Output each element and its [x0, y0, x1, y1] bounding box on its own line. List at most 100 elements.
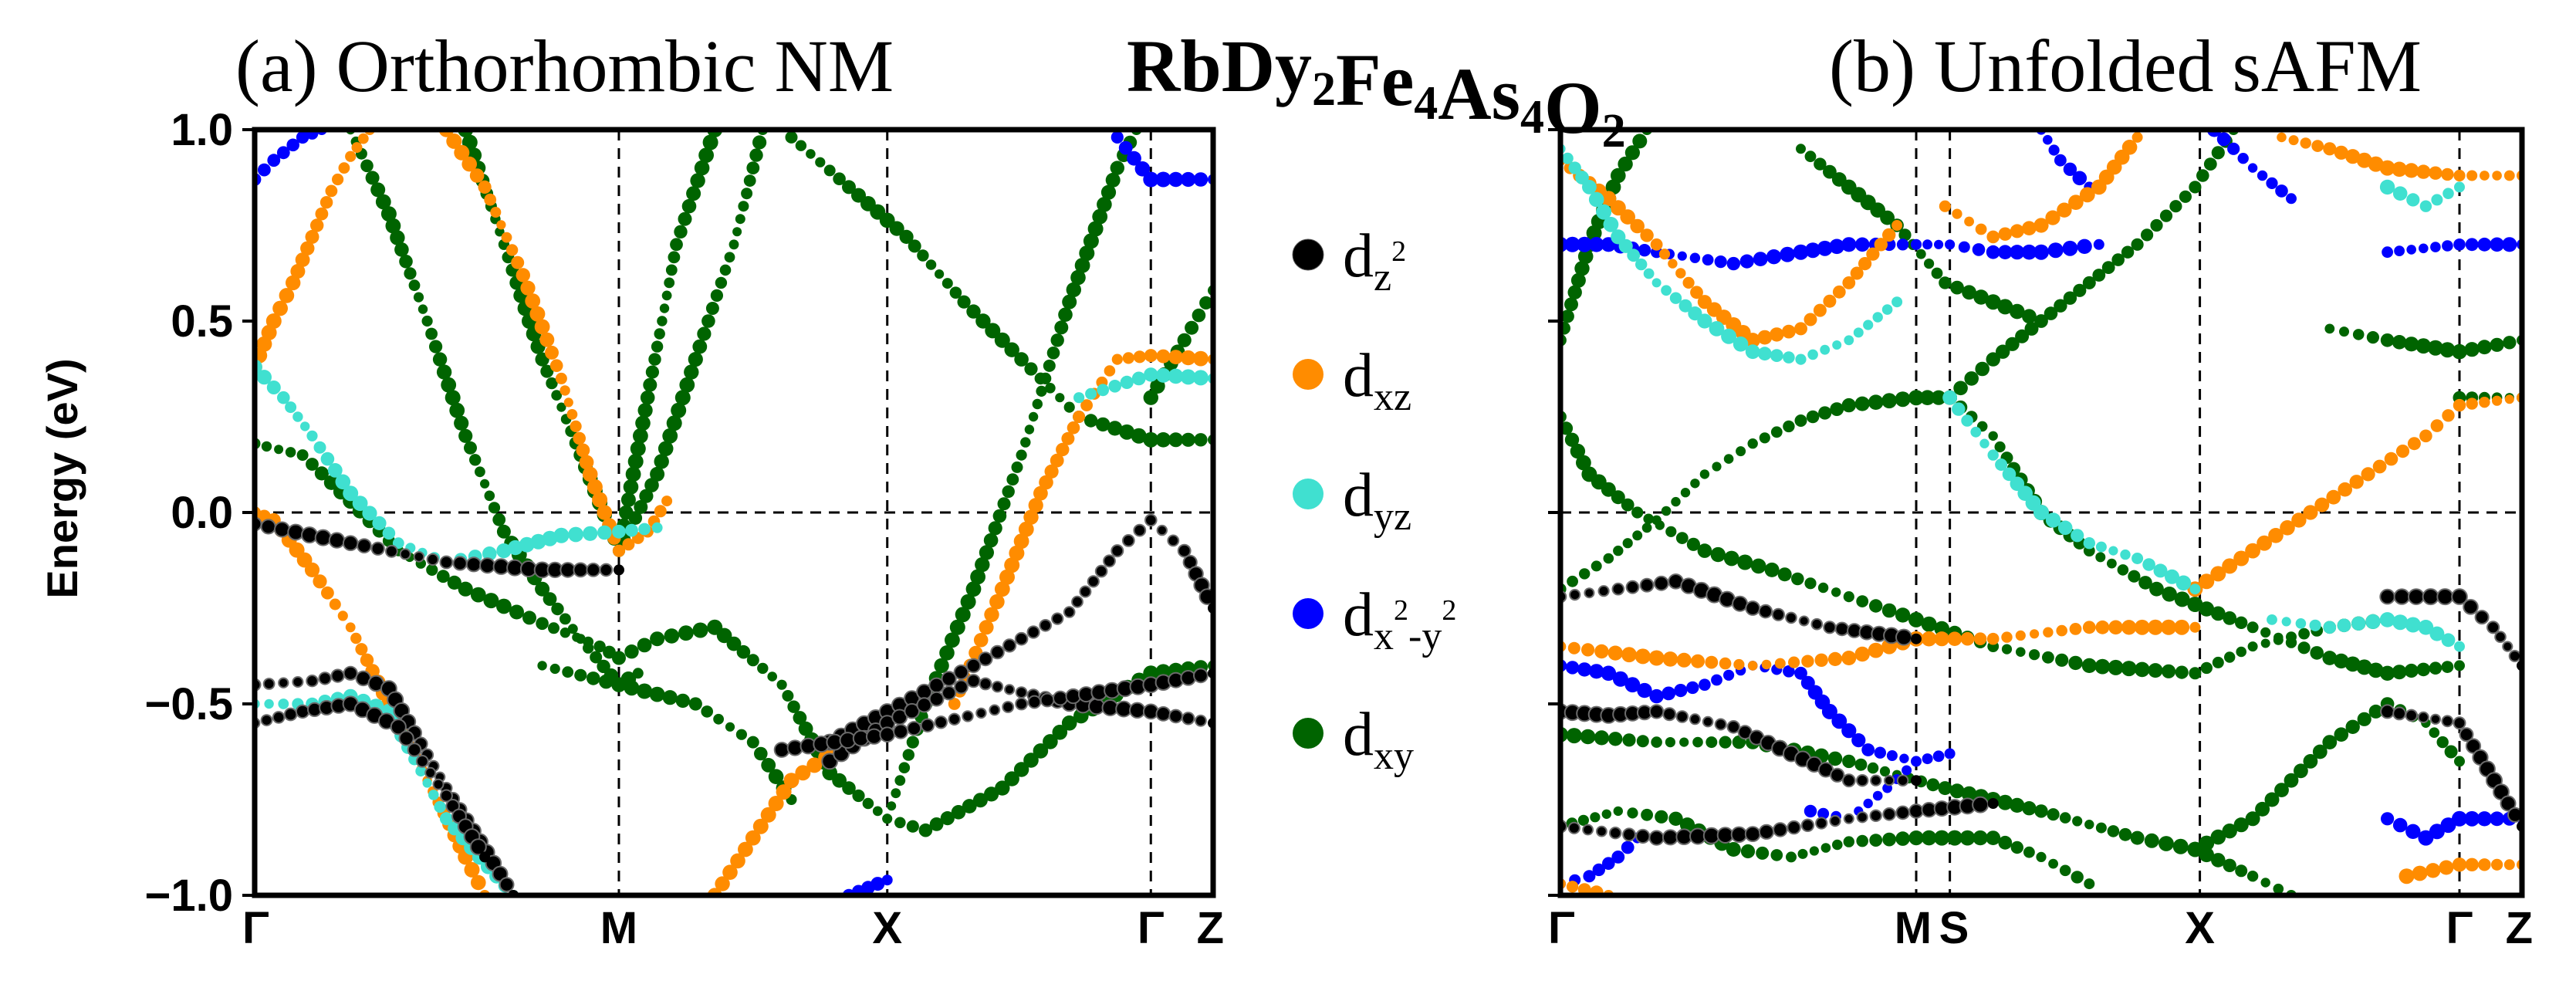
band-marker-dxz: [2069, 623, 2082, 635]
band-marker-dxy: [698, 147, 714, 164]
band-marker-dxy: [496, 598, 512, 614]
band-marker-dxy: [1949, 783, 1965, 799]
band-marker-dxy: [296, 449, 309, 462]
band-marker-dxy: [2344, 656, 2361, 672]
band-marker-dz2: [1103, 554, 1116, 568]
band-marker-dxy: [2392, 335, 2407, 350]
band-marker-dyz: [1678, 299, 1692, 313]
band-marker-dxy: [1155, 432, 1171, 448]
band-marker-dxy: [2297, 641, 2311, 655]
band-marker-dxy: [1832, 839, 1843, 851]
band-marker-dxy: [426, 563, 438, 577]
band-marker-dz2: [2463, 599, 2479, 615]
band-marker-dxy: [2094, 658, 2111, 675]
band-marker-dyz: [1995, 458, 2008, 471]
band-marker-dxy: [1020, 437, 1031, 448]
band-marker-dyz: [1745, 344, 1760, 360]
band-marker-dxy: [546, 377, 558, 390]
band-marker-dxz: [2045, 210, 2060, 225]
band-marker-dxy: [2247, 641, 2258, 652]
band-marker-dz2: [2422, 588, 2439, 606]
band-marker-dxy: [2023, 846, 2035, 858]
band-marker-dz2: [1051, 612, 1064, 625]
band-marker-dxy: [483, 593, 499, 609]
band-marker-dxy: [2034, 804, 2048, 818]
band-marker-dxy: [1043, 359, 1056, 372]
band-marker-dxy: [939, 645, 955, 661]
band-marker-dx2-y2: [1902, 765, 1912, 776]
band-marker-dxy: [2010, 841, 2023, 854]
band-marker-dyz: [1952, 402, 1966, 416]
band-marker-dxy: [1959, 830, 1976, 846]
band-marker-dyz: [508, 540, 523, 556]
band-marker-dx2-y2: [1821, 703, 1837, 719]
band-marker-dxy: [2092, 269, 2106, 282]
band-marker-dxy: [1881, 603, 1897, 618]
band-marker-dxy: [1921, 830, 1937, 846]
band-marker-dxy: [2246, 871, 2259, 882]
band-marker-dx2-y2: [1958, 241, 1970, 253]
compound-formula: RbDy2Fe4As4O2: [1127, 25, 1626, 157]
band-marker-dyz: [1709, 321, 1725, 337]
band-marker-dz2: [1758, 824, 1775, 840]
band-marker-dxz: [1111, 353, 1123, 365]
band-marker-dz2: [614, 564, 624, 576]
band-marker-dxz: [2349, 475, 2364, 489]
band-marker-dxy: [399, 255, 413, 269]
band-marker-dxy: [2246, 621, 2259, 634]
band-marker-dxy: [994, 332, 1010, 348]
band-marker-dxy: [1908, 611, 1924, 627]
band-marker-dx2-y2: [1794, 666, 1807, 680]
band-marker-dxz: [1952, 208, 1962, 219]
band-marker-dxz: [2148, 619, 2163, 635]
band-marker-dxy: [590, 651, 603, 664]
band-marker-dxy: [917, 249, 929, 262]
band-marker-dxy: [757, 662, 769, 675]
band-marker-dyz: [2120, 549, 2131, 560]
band-marker-dxy: [1796, 144, 1806, 154]
band-marker-dxy: [715, 276, 728, 289]
band-marker-dxy: [1564, 432, 1580, 447]
band-marker-dx2-y2: [2062, 240, 2078, 256]
legend-item: dxy: [1293, 701, 1414, 778]
formula-subscript: 4: [1414, 77, 1438, 130]
band-marker-dz2: [1714, 718, 1727, 731]
band-marker-dxy: [1055, 393, 1065, 403]
band-marker-dxz: [290, 264, 306, 279]
band-marker-dxz: [622, 538, 635, 551]
band-marker-dz2: [1002, 638, 1017, 653]
band-marker-dxy: [995, 780, 1010, 796]
band-marker-dxy: [2047, 808, 2060, 821]
band-marker-dxy: [623, 479, 639, 495]
band-marker-dxy: [679, 377, 695, 393]
k-point-label: Γ: [242, 903, 269, 953]
legend-item: dyz: [1293, 462, 1411, 539]
band-marker-dxz: [496, 220, 506, 230]
band-marker-dxy: [548, 622, 559, 634]
band-marker-dz2: [879, 726, 895, 743]
band-marker-dxy: [2172, 838, 2189, 854]
band-marker-dx2-y2: [2286, 193, 2297, 205]
band-marker-dz2: [1193, 668, 1209, 684]
band-marker-dx2-y2: [2442, 240, 2453, 252]
band-marker-dxy: [1973, 830, 1988, 846]
band-marker-dz2: [292, 676, 304, 688]
band-marker-dxy: [1919, 390, 1935, 405]
band-marker-dz2: [1895, 805, 1910, 820]
band-marker-dx2-y2: [1841, 723, 1857, 739]
band-marker-dx2-y2: [1851, 733, 1866, 748]
band-marker-dxy: [2189, 667, 2202, 680]
band-marker-dxz: [2491, 858, 2503, 871]
band-marker-dxz: [2233, 550, 2250, 567]
band-marker-dxz: [2268, 528, 2284, 543]
band-marker-dxz: [2068, 194, 2084, 210]
band-marker-dz2: [413, 551, 425, 563]
band-marker-dx2-y2: [1872, 790, 1883, 801]
band-marker-dz2: [2453, 716, 2466, 730]
band-marker-dx2-y2: [1841, 237, 1857, 252]
band-marker-dxy: [2233, 817, 2249, 833]
band-marker-dxz: [1998, 227, 2012, 241]
band-marker-dxy: [2334, 727, 2349, 742]
band-marker-dxz: [2161, 619, 2177, 635]
band-marker-dxz: [1868, 642, 1884, 658]
